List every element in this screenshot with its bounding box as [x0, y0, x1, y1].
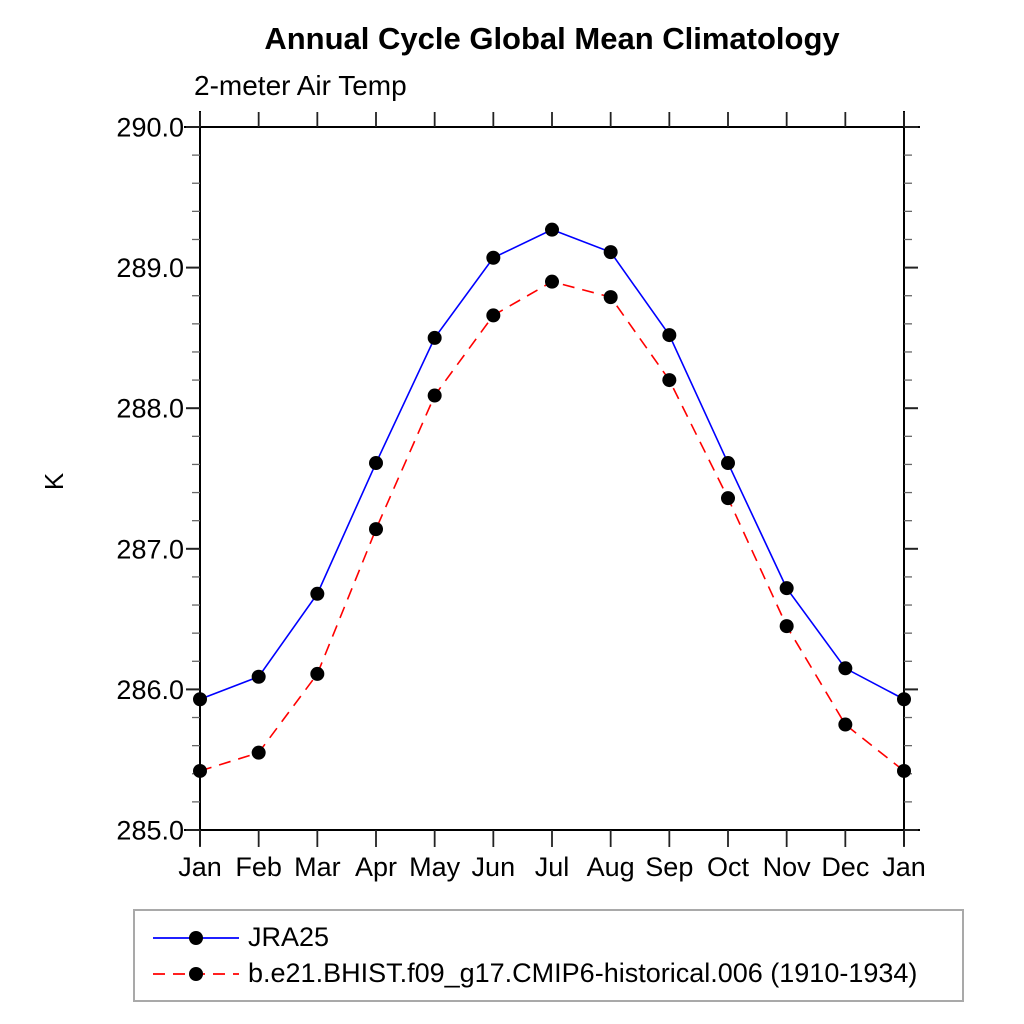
data-point-marker [838, 717, 853, 732]
x-tick-label: Jul [535, 852, 570, 882]
data-point-marker [721, 456, 735, 471]
data-point-marker [251, 745, 266, 760]
data-point-marker [721, 491, 735, 506]
chart-title: Annual Cycle Global Mean Climatology [264, 21, 840, 56]
data-point-marker [545, 222, 559, 237]
data-point-marker [486, 308, 501, 323]
data-point-marker [897, 763, 911, 778]
data-point-marker [310, 666, 325, 681]
x-tick-label: Jan [178, 852, 222, 882]
x-tick-label: May [409, 852, 461, 882]
y-tick-label: 288.0 [116, 394, 184, 424]
legend-line-sample-solid [153, 930, 239, 945]
data-point-marker [779, 619, 794, 634]
legend-item-jra25: JRA25 [151, 922, 962, 954]
data-point-marker [662, 373, 677, 388]
data-point-marker [251, 669, 266, 684]
x-tick-label: Aug [587, 852, 635, 882]
data-point-marker [838, 661, 853, 676]
data-point-marker [897, 692, 911, 707]
chart-subtitle: 2-meter Air Temp [194, 70, 407, 101]
x-tick-label: Nov [763, 852, 812, 882]
data-point-marker [545, 274, 559, 289]
x-tick-label: Apr [355, 852, 397, 882]
x-tick-label: Feb [235, 852, 282, 882]
x-tick-label: Mar [294, 852, 341, 882]
data-point-marker [310, 586, 325, 601]
legend-label-jra25: JRA25 [248, 922, 330, 952]
data-point-marker [193, 763, 207, 778]
data-point-marker [486, 250, 501, 265]
x-tick-label: Sep [645, 852, 693, 882]
data-point-marker [603, 290, 618, 305]
data-point-marker [427, 388, 442, 403]
legend-line-sample-dashed [153, 966, 239, 981]
data-point-marker [193, 692, 207, 707]
data-point-marker [662, 328, 677, 343]
legend-label-model: b.e21.BHIST.f09_g17.CMIP6-historical.006… [248, 958, 918, 988]
y-tick-label: 285.0 [116, 816, 184, 846]
data-point-marker [369, 456, 383, 471]
legend: JRA25 b.e21.BHIST.f09_g17.CMIP6-historic… [133, 909, 964, 1002]
data-point-marker [427, 330, 442, 345]
data-point-marker [369, 522, 383, 537]
legend-item-model: b.e21.BHIST.f09_g17.CMIP6-historical.006… [151, 958, 962, 990]
series-line-1 [199, 280, 905, 772]
x-tick-label: Oct [707, 852, 750, 882]
data-point-marker [603, 245, 618, 260]
x-tick-label: Jan [882, 852, 926, 882]
y-tick-label: 290.0 [116, 113, 184, 143]
y-tick-label: 286.0 [116, 675, 184, 705]
series-line-0 [199, 228, 905, 700]
data-point-marker [779, 581, 794, 596]
x-tick-label: Jun [472, 852, 516, 882]
y-tick-label: 289.0 [116, 253, 184, 283]
y-tick-label: 287.0 [116, 534, 184, 564]
x-tick-label: Dec [821, 852, 869, 882]
